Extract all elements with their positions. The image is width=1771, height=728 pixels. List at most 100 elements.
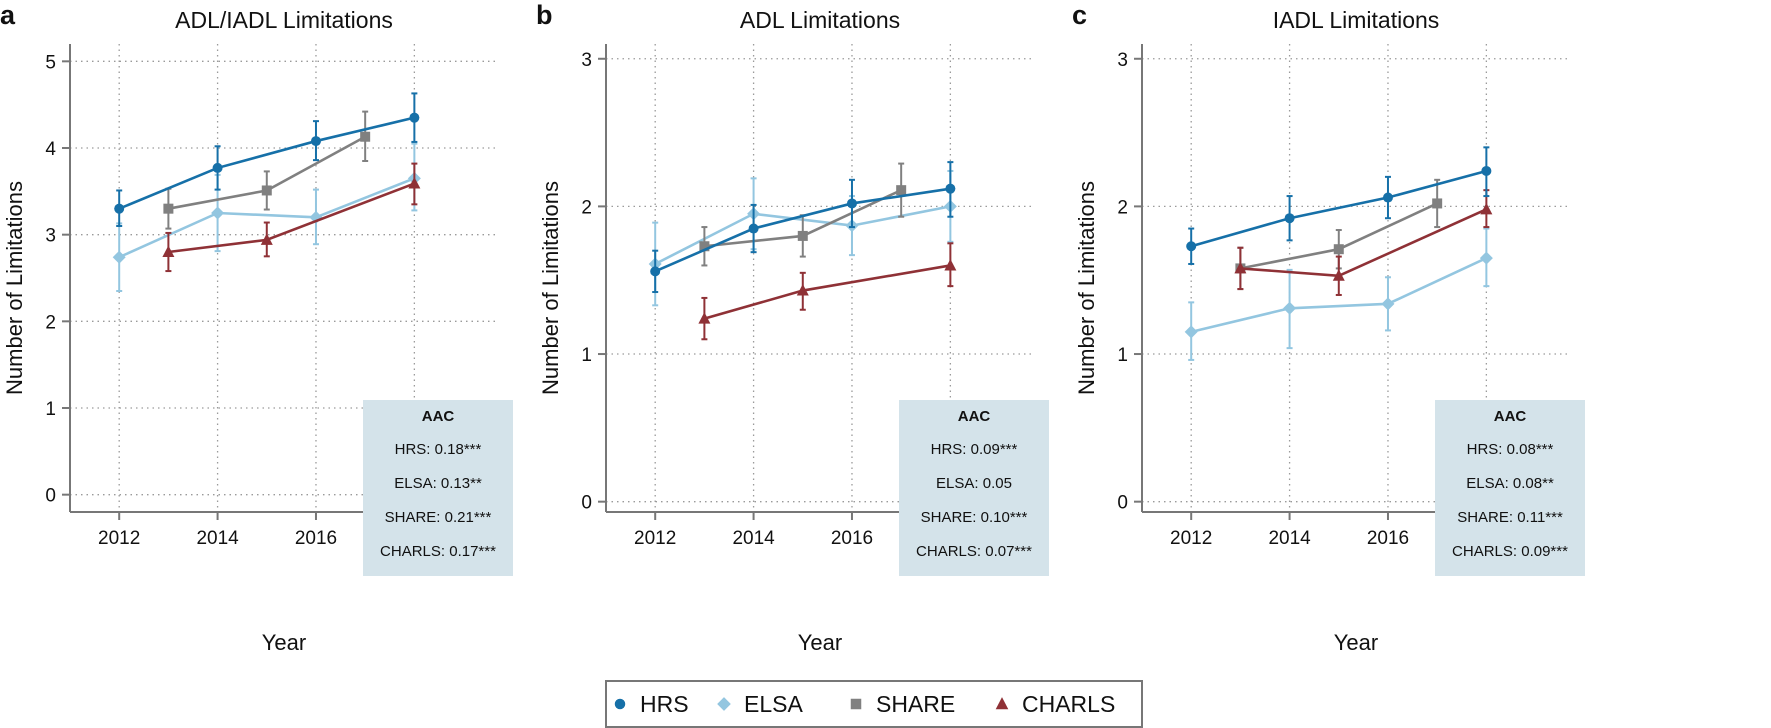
aac-box-background <box>363 400 513 576</box>
y-tick-label-2: 2 <box>581 197 592 218</box>
x-tick-label-2014: 2014 <box>732 528 775 549</box>
y-tick-label-2: 2 <box>1117 197 1128 218</box>
x-tick-label-2012: 2012 <box>1170 528 1212 549</box>
series-hrs <box>114 92 420 227</box>
x-axis-label: Year <box>1334 630 1378 655</box>
x-tick-label-2016: 2016 <box>295 528 337 549</box>
point-elsa-2018 <box>1479 251 1493 265</box>
y-tick-label-1: 1 <box>45 399 56 420</box>
aac-box-background <box>1435 400 1585 576</box>
y-tick-label-3: 3 <box>581 50 592 71</box>
panel-a: 0123452012201420162018YearNumber of Limi… <box>0 0 513 655</box>
series-elsa <box>1184 227 1493 361</box>
panel-title: IADL Limitations <box>1273 7 1440 33</box>
series-charls <box>698 242 957 341</box>
series-charls <box>1234 189 1493 296</box>
aac-box-background <box>899 400 1049 576</box>
y-tick-label-1: 1 <box>581 345 592 366</box>
series-line-hrs <box>118 116 415 210</box>
aac-line-hrs: HRS: 0.09*** <box>931 441 1018 458</box>
y-tick-label-4: 4 <box>45 139 56 160</box>
y-tick-label-3: 3 <box>1117 50 1128 71</box>
series-elsa <box>112 142 421 292</box>
point-share-2015 <box>1333 244 1344 255</box>
x-tick-label-2016: 2016 <box>831 528 873 549</box>
legend-marker-charls <box>995 697 1009 710</box>
point-hrs-2014 <box>212 162 223 173</box>
point-charls-2018 <box>408 177 421 189</box>
series-hrs <box>650 161 956 294</box>
series-share <box>699 162 907 267</box>
panel-b: 01232012201420162018YearNumber of Limita… <box>536 0 1049 655</box>
point-hrs-2016 <box>310 136 321 147</box>
legend-marker-hrs <box>614 698 626 710</box>
y-tick-label-5: 5 <box>45 52 56 73</box>
y-tick-label-0: 0 <box>581 493 592 514</box>
x-tick-label-2012: 2012 <box>634 528 676 549</box>
series-line-elsa <box>1190 256 1487 334</box>
panel-label: a <box>0 0 16 30</box>
legend-item-hrs: HRS <box>614 691 689 717</box>
x-axis-label: Year <box>262 630 306 655</box>
point-hrs-2014 <box>1284 213 1295 224</box>
panel-title: ADL Limitations <box>740 7 900 33</box>
point-hrs-2018 <box>1481 165 1492 176</box>
point-charls-2015 <box>1332 269 1345 281</box>
series-line-charls <box>1240 208 1487 278</box>
point-share-2017 <box>360 131 371 142</box>
y-axis-label: Number of Limitations <box>1074 181 1099 395</box>
point-charls-2013 <box>698 312 711 324</box>
legend-item-elsa: ELSA <box>717 691 803 717</box>
point-charls-2013 <box>162 245 175 257</box>
point-share-2015 <box>261 185 272 196</box>
legend-item-charls: CHARLS <box>995 691 1115 717</box>
series-charls <box>162 162 421 273</box>
point-share-2015 <box>797 230 808 241</box>
aac-line-charls: CHARLS: 0.17*** <box>380 543 496 560</box>
aac-line-hrs: HRS: 0.08*** <box>1467 441 1554 458</box>
point-charls-2015 <box>260 233 273 245</box>
legend-marker-share <box>850 698 862 710</box>
point-elsa-2014 <box>1283 301 1297 315</box>
aac-title: AAC <box>958 408 991 425</box>
legend-marker-elsa <box>717 697 731 711</box>
legend-label-share: SHARE <box>876 691 955 717</box>
point-hrs-2016 <box>846 198 857 209</box>
x-tick-label-2014: 2014 <box>1268 528 1311 549</box>
y-tick-label-1: 1 <box>1117 345 1128 366</box>
panel-label: b <box>536 0 553 30</box>
legend-label-charls: CHARLS <box>1022 691 1115 717</box>
legend-label-elsa: ELSA <box>744 691 803 717</box>
aac-line-share: SHARE: 0.21*** <box>385 509 492 526</box>
y-axis-label: Number of Limitations <box>538 181 563 395</box>
point-hrs-2012 <box>650 266 661 277</box>
point-charls-2013 <box>1234 261 1247 274</box>
y-tick-label-0: 0 <box>45 486 56 507</box>
y-tick-label-3: 3 <box>45 226 56 247</box>
point-elsa-2016 <box>1381 297 1395 311</box>
panel-c: 01232012201420162018YearNumber of Limita… <box>1072 0 1585 655</box>
aac-box: AAC HRS: 0.08*** ELSA: 0.08** SHARE: 0.11**… <box>1435 400 1585 576</box>
point-hrs-2014 <box>748 223 759 234</box>
point-charls-2018 <box>944 258 957 271</box>
panel-label: c <box>1072 0 1087 30</box>
x-axis-label: Year <box>798 630 842 655</box>
point-hrs-2018 <box>409 112 420 123</box>
point-hrs-2012 <box>1186 241 1197 252</box>
aac-line-charls: CHARLS: 0.07*** <box>916 543 1032 560</box>
point-elsa-2014 <box>211 206 225 220</box>
point-charls-2015 <box>796 284 809 296</box>
y-tick-label-2: 2 <box>45 312 56 333</box>
y-axis-label: Number of Limitations <box>2 181 27 395</box>
point-share-2013 <box>163 203 174 214</box>
aac-line-charls: CHARLS: 0.09*** <box>1452 543 1568 560</box>
aac-line-elsa: ELSA: 0.08** <box>1466 475 1554 492</box>
aac-line-share: SHARE: 0.10*** <box>921 509 1028 526</box>
aac-line-hrs: HRS: 0.18*** <box>395 441 482 458</box>
aac-box: AAC HRS: 0.09*** ELSA: 0.05 SHARE: 0.10*** C… <box>899 400 1049 576</box>
aac-line-elsa: ELSA: 0.05 <box>936 475 1012 492</box>
point-elsa-2012 <box>112 250 126 264</box>
x-tick-label-2014: 2014 <box>196 528 239 549</box>
point-elsa-2012 <box>1184 325 1198 339</box>
